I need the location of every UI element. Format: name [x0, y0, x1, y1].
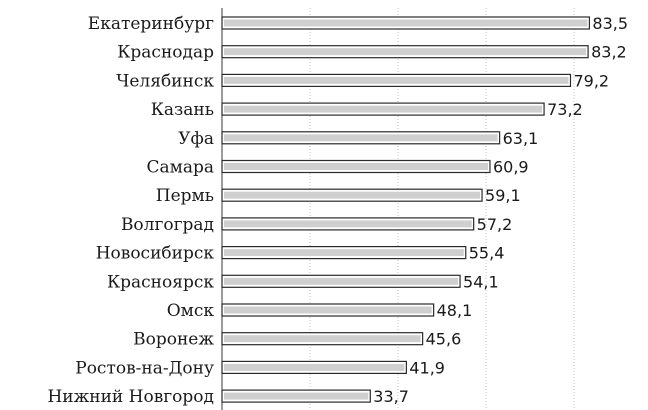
- bar-fill: [224, 19, 588, 27]
- value-label: 63,1: [503, 129, 539, 148]
- value-label: 54,1: [463, 272, 499, 291]
- bar: [221, 159, 491, 174]
- value-label: 79,2: [573, 71, 609, 90]
- category-label: Нижний Новгород: [47, 387, 214, 407]
- bar-fill: [224, 277, 459, 285]
- value-label: 60,9: [493, 158, 529, 177]
- bar-fill: [224, 76, 569, 84]
- bars: [221, 16, 590, 403]
- value-label: 59,1: [485, 186, 521, 205]
- value-label: 83,2: [591, 43, 627, 62]
- bar: [221, 217, 475, 231]
- bar: [221, 274, 461, 288]
- bar: [221, 16, 590, 30]
- bar-fill: [224, 335, 421, 343]
- category-label: Воронеж: [133, 330, 214, 350]
- value-label: 33,7: [373, 387, 409, 406]
- category-label: Челябинск: [116, 71, 214, 91]
- value-label: 55,4: [469, 244, 505, 263]
- bar-fill: [224, 306, 432, 314]
- bar: [221, 303, 435, 317]
- category-label: Волгоград: [121, 215, 214, 235]
- bar: [221, 45, 589, 59]
- value-label: 41,9: [409, 358, 445, 377]
- category-label: Ростов-на-Дону: [75, 358, 214, 378]
- bar-fill: [224, 163, 488, 170]
- bar: [221, 73, 572, 88]
- grid-lines: [309, 8, 575, 410]
- bar-fill: [224, 392, 369, 400]
- value-label: 45,6: [426, 330, 462, 349]
- bar-fill: [224, 134, 498, 142]
- value-labels: 83,5 83,2 79,2 73,2 63,1 60,9 59,1 57,2 55,4 54,1…: [373, 14, 628, 406]
- value-label: 57,2: [477, 215, 513, 234]
- category-label: Казань: [151, 100, 214, 120]
- bar-fill: [224, 48, 587, 56]
- value-label: 48,1: [437, 301, 473, 320]
- bar-fill: [224, 220, 472, 228]
- category-label: Пермь: [156, 186, 214, 206]
- category-label: Красноярск: [107, 272, 214, 292]
- value-label: 73,2: [547, 100, 583, 119]
- category-label: Екатеринбург: [88, 14, 214, 34]
- value-label: 83,5: [592, 14, 628, 33]
- category-labels: Екатеринбург Краснодар Челябинск Казань Уфа С…: [47, 14, 214, 407]
- bar-fill: [224, 191, 481, 199]
- bar-fill: [224, 105, 543, 113]
- category-label: Новосибирск: [96, 244, 215, 264]
- category-label: Самара: [146, 158, 214, 178]
- bar: [221, 188, 483, 202]
- bar: [221, 389, 371, 403]
- category-label: Краснодар: [117, 43, 214, 63]
- bar: [221, 102, 545, 116]
- bar-fill: [224, 249, 464, 257]
- bar: [221, 246, 467, 260]
- category-label: Омск: [167, 301, 215, 321]
- bar-fill: [224, 363, 405, 371]
- category-label: Уфа: [178, 129, 214, 149]
- bar: [221, 332, 424, 346]
- bar: [221, 360, 407, 374]
- bar: [221, 131, 501, 145]
